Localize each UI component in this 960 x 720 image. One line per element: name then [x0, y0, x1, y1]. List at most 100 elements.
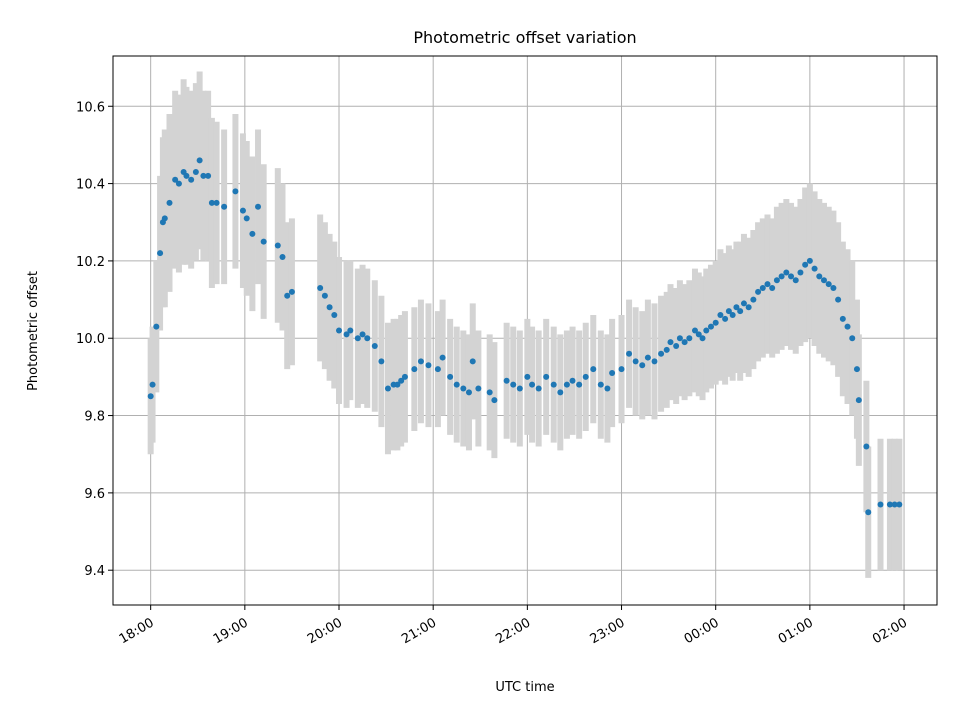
data-point: [863, 443, 870, 450]
errorbars: [147, 71, 903, 578]
data-point: [811, 265, 818, 272]
data-point: [839, 315, 846, 322]
data-point: [371, 342, 378, 349]
data-point: [249, 230, 256, 237]
data-point: [192, 168, 199, 175]
data-point: [825, 281, 832, 288]
data-point: [590, 366, 597, 373]
data-point: [147, 393, 154, 400]
data-point: [359, 331, 366, 338]
data-point: [232, 188, 239, 195]
y-tick-label: 9.6: [84, 487, 105, 502]
y-tick-label: 9.4: [84, 564, 105, 579]
data-point: [439, 354, 446, 361]
data-point: [576, 381, 583, 388]
data-point: [157, 250, 164, 257]
data-point: [703, 327, 710, 334]
data-point: [820, 277, 827, 284]
data-point: [769, 284, 776, 291]
data-point: [166, 199, 173, 206]
data-point: [632, 358, 639, 365]
data-point: [243, 215, 250, 222]
data-point: [491, 397, 498, 404]
data-point: [788, 273, 795, 280]
data-point: [378, 358, 385, 365]
data-point: [764, 281, 771, 288]
x-tick-label: 22:00: [493, 615, 533, 647]
data-point: [663, 346, 670, 353]
x-tick-label: 21:00: [399, 615, 439, 647]
data-point: [695, 331, 702, 338]
data-point: [196, 157, 203, 164]
data-point: [317, 284, 324, 291]
data-point: [773, 277, 780, 284]
data-point: [855, 397, 862, 404]
data-point: [597, 381, 604, 388]
data-point: [394, 381, 401, 388]
data-point: [673, 342, 680, 349]
data-point: [460, 385, 467, 392]
data-point: [200, 172, 207, 179]
data-point: [510, 381, 517, 388]
y-tick-label: 10.4: [76, 178, 105, 193]
data-point: [149, 381, 156, 388]
data-point: [336, 327, 343, 334]
data-point: [447, 373, 454, 380]
data-point: [331, 312, 338, 319]
data-point: [239, 207, 246, 214]
y-tick-label: 9.8: [84, 410, 105, 425]
data-point: [816, 273, 823, 280]
data-point: [475, 385, 482, 392]
data-point: [651, 358, 658, 365]
data-point: [161, 215, 168, 222]
data-point: [411, 366, 418, 373]
data-point: [172, 176, 179, 183]
data-point: [469, 358, 476, 365]
data-point: [644, 354, 651, 361]
data-point: [347, 327, 354, 334]
data-point: [686, 335, 693, 342]
data-point: [676, 335, 683, 342]
data-point: [321, 292, 328, 299]
data-point: [417, 358, 424, 365]
data-point: [524, 373, 531, 380]
data-point: [725, 308, 732, 315]
data-point: [465, 389, 472, 396]
data-point: [891, 501, 898, 508]
data-point: [877, 501, 884, 508]
y-tick-label: 10.0: [76, 332, 105, 347]
data-point: [453, 381, 460, 388]
data-point: [486, 389, 493, 396]
data-point: [503, 377, 510, 384]
data-point: [733, 304, 740, 311]
data-point: [806, 257, 813, 264]
data-point: [740, 300, 747, 307]
x-tick-label: 18:00: [117, 615, 157, 647]
data-point: [717, 312, 724, 319]
data-point: [681, 339, 688, 346]
data-point: [569, 377, 576, 384]
data-point: [797, 269, 804, 276]
data-point: [618, 366, 625, 373]
data-point: [737, 308, 744, 315]
data-point: [626, 350, 633, 357]
data-point: [183, 172, 190, 179]
data-point: [750, 296, 757, 303]
x-tick-label: 19:00: [211, 615, 251, 647]
y-axis-label: Photometric offset: [26, 271, 41, 391]
data-point: [205, 172, 212, 179]
data-point: [354, 335, 361, 342]
data-point: [609, 370, 616, 377]
data-point: [729, 312, 736, 319]
data-point: [844, 323, 851, 330]
chart-title: Photometric offset variation: [413, 28, 636, 47]
data-point: [529, 381, 536, 388]
data-point: [712, 319, 719, 326]
data-point: [401, 373, 408, 380]
data-point: [830, 284, 837, 291]
data-point: [865, 509, 872, 516]
plot-frame: [112, 55, 938, 606]
data-point: [221, 203, 228, 210]
data-point: [582, 373, 589, 380]
